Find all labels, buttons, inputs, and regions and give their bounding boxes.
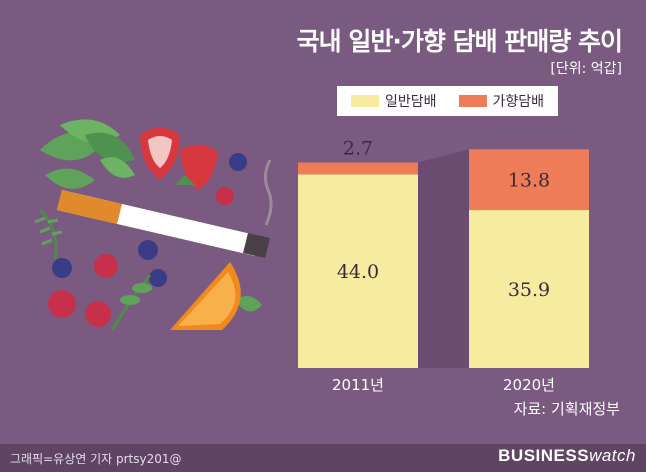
legend-label-general: 일반담배 <box>384 94 437 110</box>
orange-slice-icon <box>170 262 241 330</box>
strawberry-icon <box>140 127 218 190</box>
raspberry-icon <box>48 187 234 327</box>
blueberry-icon <box>52 153 247 287</box>
legend-swatch-general <box>350 95 379 107</box>
x-tick-label-0: 2011년 <box>332 376 384 394</box>
unit-label: [단위: 억갑] <box>550 61 622 77</box>
brand-logo: BUSINESSwatch <box>498 446 636 466</box>
bar-flavored-1 <box>469 149 589 211</box>
legend-swatch-flavored <box>458 95 487 107</box>
cigarette-icon <box>57 159 273 258</box>
legend-label-flavored: 가향담배 <box>492 94 545 110</box>
bar-flavored-0 <box>298 162 418 175</box>
legend-item-flavored: 가향담배 <box>458 91 545 111</box>
legend: 일반담배 가향담배 <box>337 86 558 116</box>
data-label-flavored-0: 2.7 <box>343 138 373 160</box>
chart-title: 국내 일반·가향 담배 판매량 추이 <box>296 27 623 56</box>
graphic-credit: 그래픽=유상연 기자 prtsy201@ <box>10 452 182 466</box>
connector-band <box>418 149 469 368</box>
bar-general-0 <box>298 174 418 368</box>
rosemary-icon <box>34 208 63 261</box>
data-label-flavored-1: 13.8 <box>508 170 550 192</box>
mint-leaves-icon <box>40 119 135 189</box>
data-label-general-1: 35.9 <box>508 279 550 301</box>
herb-sprig-icon <box>110 274 262 331</box>
data-label-general-0: 44.0 <box>337 261 379 283</box>
source-note: 자료: 기획재정부 <box>513 400 620 418</box>
legend-item-general: 일반담배 <box>350 91 437 111</box>
bar-general-1 <box>469 210 589 368</box>
brand-bold: BUSINESS <box>498 446 590 465</box>
x-tick-label-1: 2020년 <box>503 376 555 394</box>
footer-bar <box>0 444 646 472</box>
brand-light: watch <box>589 446 636 465</box>
